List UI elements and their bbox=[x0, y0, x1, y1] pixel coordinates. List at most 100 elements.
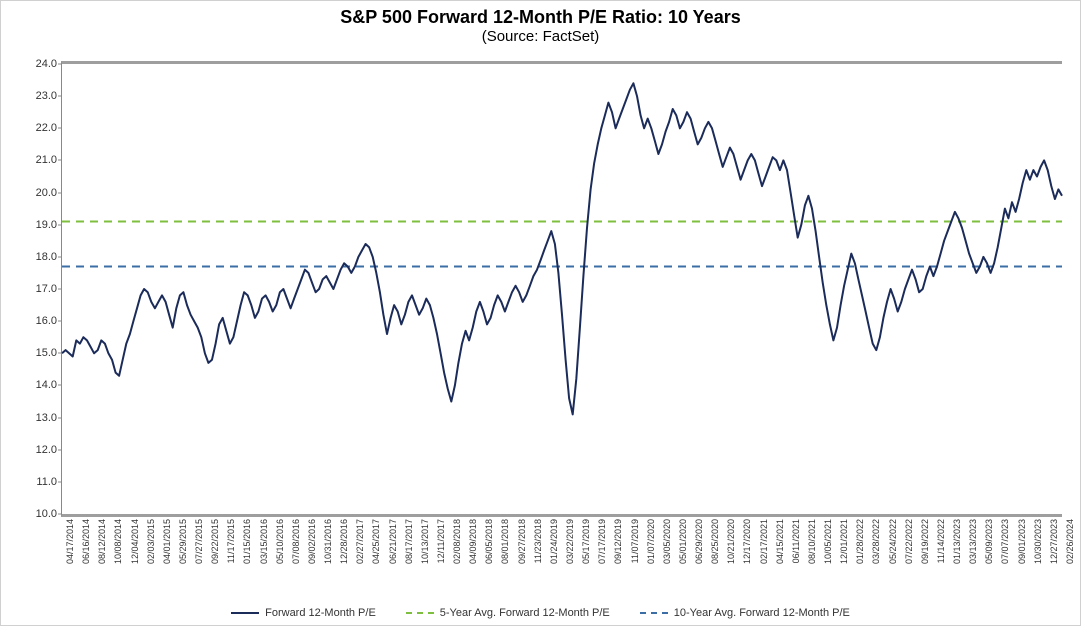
y-tick-label: 11.0 bbox=[36, 476, 57, 488]
x-tick-label: 12/11/2017 bbox=[436, 519, 446, 563]
x-tick-label: 05/24/2022 bbox=[888, 519, 898, 564]
y-tick bbox=[58, 449, 62, 450]
y-tick bbox=[58, 160, 62, 161]
x-tick-label: 12/04/2014 bbox=[130, 519, 140, 564]
x-tick-label: 06/05/2018 bbox=[484, 519, 494, 564]
x-tick-label: 09/01/2023 bbox=[1017, 519, 1027, 564]
legend-swatch-avg5 bbox=[406, 612, 434, 614]
y-tick bbox=[58, 321, 62, 322]
y-tick-label: 12.0 bbox=[36, 444, 57, 456]
y-tick bbox=[58, 289, 62, 290]
y-tick bbox=[58, 417, 62, 418]
y-tick-label: 24.0 bbox=[36, 58, 57, 70]
x-tick-label: 06/11/2021 bbox=[791, 519, 801, 563]
x-tick-label: 03/22/2019 bbox=[565, 519, 575, 564]
x-tick-label: 10/21/2020 bbox=[726, 519, 736, 564]
x-tick-label: 03/13/2023 bbox=[968, 519, 978, 564]
x-tick-label: 09/27/2018 bbox=[517, 519, 527, 564]
y-tick bbox=[58, 353, 62, 354]
x-tick-label: 02/27/2017 bbox=[355, 519, 365, 564]
x-tick-label: 10/05/2021 bbox=[823, 519, 833, 564]
x-tick-label: 04/25/2017 bbox=[371, 519, 381, 564]
chart-container: S&P 500 Forward 12-Month P/E Ratio: 10 Y… bbox=[0, 0, 1081, 626]
y-tick bbox=[58, 514, 62, 515]
x-tick-label: 02/03/2015 bbox=[146, 519, 156, 564]
x-tick-label: 02/08/2018 bbox=[452, 519, 462, 564]
legend-item-avg5: 5-Year Avg. Forward 12-Month P/E bbox=[406, 607, 610, 619]
x-tick-label: 06/29/2020 bbox=[694, 519, 704, 564]
y-tick-label: 20.0 bbox=[36, 187, 57, 199]
x-tick-label: 05/10/2016 bbox=[275, 519, 285, 564]
x-tick-label: 05/09/2023 bbox=[984, 519, 994, 564]
y-tick-label: 18.0 bbox=[36, 251, 57, 263]
x-tick-label: 08/10/2021 bbox=[807, 519, 817, 564]
x-tick-label: 11/17/2015 bbox=[226, 519, 236, 563]
x-tick-label: 07/07/2023 bbox=[1000, 519, 1010, 564]
y-tick-label: 17.0 bbox=[36, 283, 57, 295]
y-tick-label: 14.0 bbox=[36, 379, 57, 391]
y-tick bbox=[58, 481, 62, 482]
y-tick bbox=[58, 192, 62, 193]
plot-svg bbox=[62, 64, 1062, 514]
legend-label-avg10: 10-Year Avg. Forward 12-Month P/E bbox=[674, 607, 850, 619]
x-tick-label: 04/09/2018 bbox=[468, 519, 478, 564]
y-tick bbox=[58, 96, 62, 97]
x-tick-label: 11/23/2018 bbox=[533, 519, 543, 563]
title-block: S&P 500 Forward 12-Month P/E Ratio: 10 Y… bbox=[1, 1, 1080, 45]
x-tick-label: 01/13/2023 bbox=[952, 519, 962, 564]
x-tick-label: 10/31/2016 bbox=[323, 519, 333, 564]
x-tick-label: 11/07/2019 bbox=[630, 519, 640, 563]
y-tick-label: 23.0 bbox=[36, 90, 57, 102]
legend-swatch-avg10 bbox=[640, 612, 668, 614]
y-tick-label: 21.0 bbox=[36, 154, 57, 166]
y-tick bbox=[58, 128, 62, 129]
x-tick-label: 09/19/2022 bbox=[920, 519, 930, 564]
y-tick bbox=[58, 64, 62, 65]
x-tick-label: 05/17/2019 bbox=[581, 519, 591, 564]
chart-subtitle: (Source: FactSet) bbox=[1, 28, 1080, 45]
y-tick-label: 19.0 bbox=[36, 219, 57, 231]
x-tick-label: 04/01/2015 bbox=[162, 519, 172, 564]
x-tick-label: 12/17/2020 bbox=[742, 519, 752, 564]
x-tick-label: 11/14/2022 bbox=[936, 519, 946, 563]
y-tick bbox=[58, 224, 62, 225]
legend-item-forward-pe: Forward 12-Month P/E bbox=[231, 607, 376, 619]
x-tick-label: 03/28/2022 bbox=[871, 519, 881, 564]
x-tick-label: 07/22/2022 bbox=[904, 519, 914, 564]
y-tick bbox=[58, 385, 62, 386]
x-tick-label: 01/15/2016 bbox=[242, 519, 252, 564]
x-tick-label: 08/12/2014 bbox=[97, 519, 107, 564]
x-tick-label: 12/01/2021 bbox=[839, 519, 849, 564]
x-tick-label: 10/08/2014 bbox=[113, 519, 123, 564]
y-tick-label: 16.0 bbox=[36, 315, 57, 327]
x-tick-label: 07/08/2016 bbox=[291, 519, 301, 564]
x-tick-label: 05/29/2015 bbox=[178, 519, 188, 564]
x-tick-label: 06/16/2014 bbox=[81, 519, 91, 564]
y-tick-label: 22.0 bbox=[36, 122, 57, 134]
x-tick-label: 12/27/2023 bbox=[1049, 519, 1059, 564]
forward-pe-line bbox=[62, 83, 1062, 414]
legend: Forward 12-Month P/E 5-Year Avg. Forward… bbox=[1, 607, 1080, 619]
x-tick-label: 09/12/2019 bbox=[613, 519, 623, 564]
x-tick-label: 03/15/2016 bbox=[259, 519, 269, 564]
x-tick-label: 01/07/2020 bbox=[646, 519, 656, 564]
x-tick-label: 07/27/2015 bbox=[194, 519, 204, 564]
x-tick-label: 07/17/2019 bbox=[597, 519, 607, 564]
x-tick-label: 10/13/2017 bbox=[420, 519, 430, 564]
y-tick-label: 10.0 bbox=[36, 508, 57, 520]
y-tick-label: 15.0 bbox=[36, 347, 57, 359]
chart-title: S&P 500 Forward 12-Month P/E Ratio: 10 Y… bbox=[1, 7, 1080, 28]
x-tick-label: 10/30/2023 bbox=[1033, 519, 1043, 564]
x-tick-label: 02/26/2024 bbox=[1065, 519, 1075, 564]
legend-item-avg10: 10-Year Avg. Forward 12-Month P/E bbox=[640, 607, 850, 619]
x-tick-label: 01/24/2019 bbox=[549, 519, 559, 564]
x-tick-label: 08/17/2017 bbox=[404, 519, 414, 564]
x-tick-label: 01/28/2022 bbox=[855, 519, 865, 564]
plot-area: 10.011.012.013.014.015.016.017.018.019.0… bbox=[61, 61, 1062, 517]
legend-swatch-forward-pe bbox=[231, 612, 259, 614]
x-tick-label: 12/28/2016 bbox=[339, 519, 349, 564]
x-tick-label: 04/15/2021 bbox=[775, 519, 785, 564]
x-tick-label: 03/05/2020 bbox=[662, 519, 672, 564]
x-tick-label: 09/02/2016 bbox=[307, 519, 317, 564]
x-tick-label: 08/01/2018 bbox=[500, 519, 510, 564]
